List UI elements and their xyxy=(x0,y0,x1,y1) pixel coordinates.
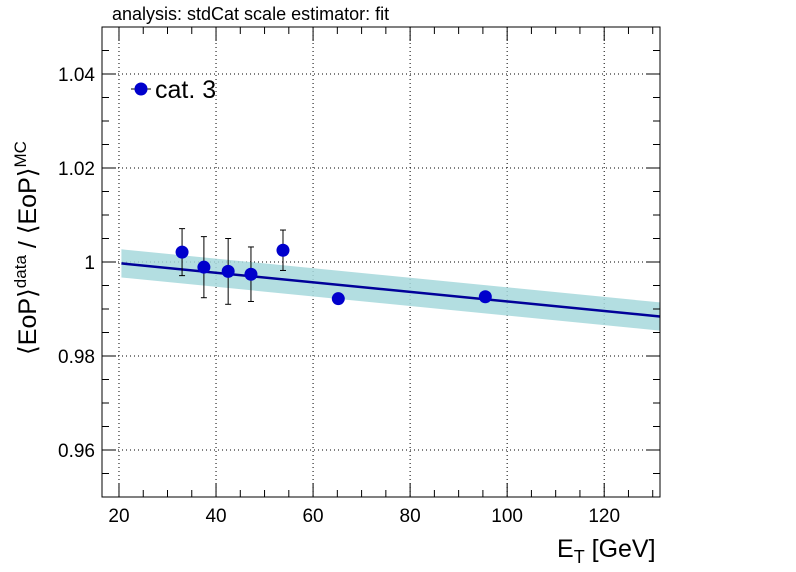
y-tick-label: 1 xyxy=(84,253,95,274)
data-marker xyxy=(276,243,290,257)
y-tick-label: 1.02 xyxy=(58,159,95,180)
x-axis-title-subscript: T xyxy=(574,547,585,567)
legend-label: cat. 3 xyxy=(155,76,216,104)
data-point xyxy=(331,292,345,306)
axis-ticks xyxy=(102,26,660,498)
y-axis-title: ⟨EoP⟩data / ⟨EoP⟩MC xyxy=(11,141,42,355)
y-tick-label: 0.96 xyxy=(58,441,95,462)
data-point xyxy=(221,238,235,305)
data-point xyxy=(276,229,290,271)
fit-line xyxy=(121,262,661,318)
x-tick-label: 40 xyxy=(205,506,226,527)
y-axis-title-part1: ⟨EoP⟩ xyxy=(14,288,42,355)
x-tick-label: 120 xyxy=(588,506,620,527)
x-axis-title-main: E xyxy=(557,535,574,563)
data-point xyxy=(478,290,492,304)
y-axis-title-sup2: MC xyxy=(11,141,30,167)
x-tick-label: 80 xyxy=(400,506,421,527)
data-marker xyxy=(244,267,258,281)
data-point xyxy=(244,246,258,302)
x-tick-label: 60 xyxy=(302,506,323,527)
x-axis-title: ET [GeV] xyxy=(557,535,656,567)
x-axis-title-rest: [GeV] xyxy=(585,535,656,563)
data-marker xyxy=(175,245,189,259)
data-marker xyxy=(197,260,211,274)
data-marker xyxy=(478,290,492,304)
y-axis-title-part2: / ⟨EoP⟩ xyxy=(14,167,42,255)
y-axis-title-sup1: data xyxy=(11,255,30,289)
legend-marker xyxy=(134,82,148,96)
y-tick-label: 0.98 xyxy=(58,347,95,368)
x-tick-label: 20 xyxy=(108,506,129,527)
data-point xyxy=(175,228,189,277)
fit-line-segment xyxy=(121,262,661,318)
data-point xyxy=(197,236,211,299)
data-marker xyxy=(331,292,345,306)
y-tick-label: 1.04 xyxy=(58,65,95,86)
legend: cat. 3 xyxy=(131,76,216,104)
x-tick-label: 100 xyxy=(491,506,523,527)
chart-title: analysis: stdCat scale estimator: fit xyxy=(112,4,389,24)
data-points xyxy=(175,228,492,306)
tick-labels: 20 40 60 80 100 120 0.96 0.98 1 1.02 1.04 xyxy=(58,65,620,527)
data-marker xyxy=(221,264,235,278)
